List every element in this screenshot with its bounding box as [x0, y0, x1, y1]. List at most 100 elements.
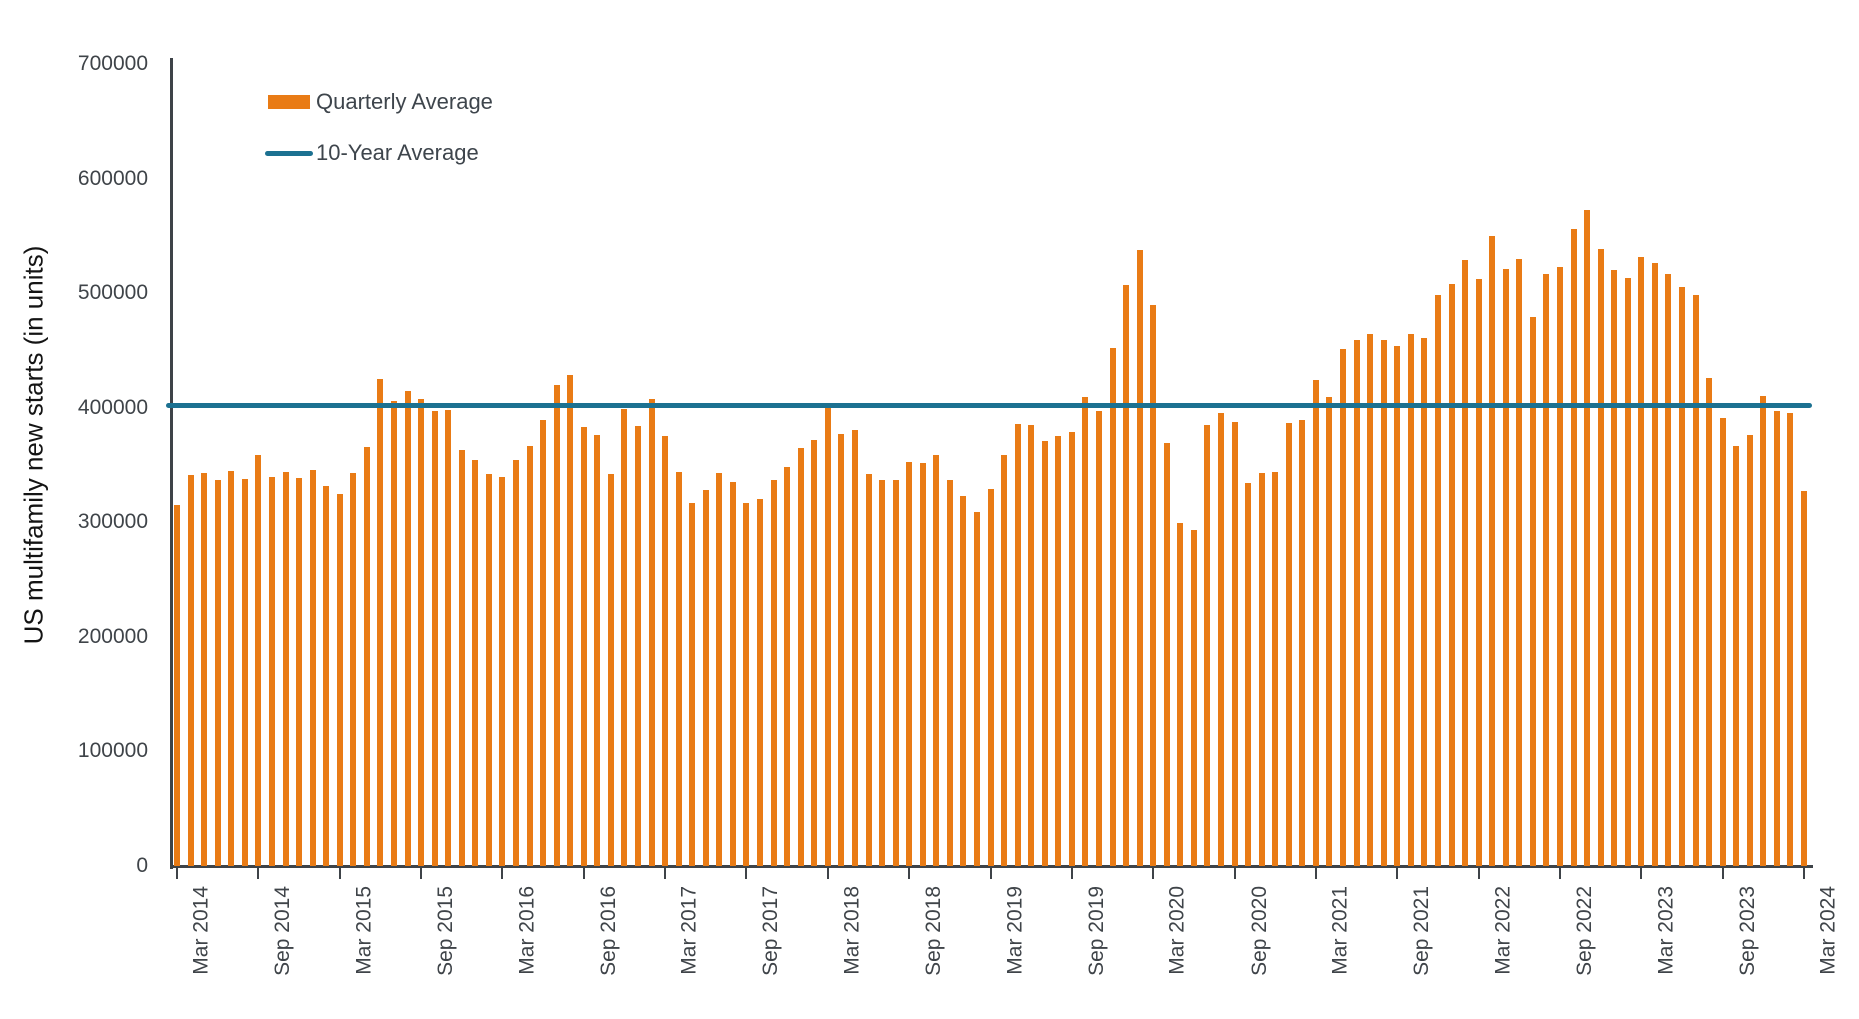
bar [1367, 334, 1374, 866]
x-tick [1314, 868, 1317, 879]
bar [282, 471, 289, 866]
bar [336, 493, 343, 866]
x-tick [338, 868, 341, 879]
x-tick-label: Mar 2021 [1328, 886, 1352, 975]
bar [1190, 530, 1197, 866]
bar [1448, 284, 1455, 866]
bar [662, 436, 669, 866]
bar [1706, 377, 1713, 866]
x-tick-label: Sep 2023 [1735, 886, 1759, 976]
bar [485, 474, 492, 866]
x-tick-label: Sep 2015 [434, 886, 457, 976]
bar [1218, 413, 1224, 866]
bar [1014, 423, 1021, 866]
bar [268, 476, 275, 866]
bar [526, 445, 533, 866]
bar [1041, 440, 1048, 866]
bar [621, 408, 628, 866]
bar [1529, 317, 1536, 866]
bar [1136, 249, 1143, 866]
bar [689, 502, 696, 866]
legend-label: Quarterly Average [316, 89, 493, 114]
x-tick-label: Mar 2016 [515, 886, 539, 975]
bar [1489, 235, 1496, 866]
y-tick-label: 500000 [77, 281, 148, 305]
x-axis-line [170, 865, 1813, 868]
bar [187, 475, 194, 866]
x-tick [1477, 868, 1480, 879]
x-tick-label: Sep 2014 [271, 886, 295, 976]
bar [702, 490, 709, 866]
bar [1543, 273, 1550, 866]
y-tick-label: 300000 [77, 510, 148, 534]
x-tick-label: Mar 2022 [1491, 886, 1515, 975]
bar [1380, 340, 1387, 866]
x-tick-label: Sep 2021 [1410, 886, 1434, 976]
bar [933, 454, 940, 866]
x-tick-label: Sep 2017 [759, 886, 783, 976]
bar [445, 410, 452, 866]
bar [255, 454, 262, 866]
bar [1177, 523, 1184, 866]
bar [851, 429, 858, 866]
bar [1340, 349, 1346, 866]
x-tick [1152, 868, 1155, 879]
bar [404, 390, 411, 866]
bar [1285, 422, 1292, 866]
x-tick [826, 868, 829, 879]
bar [323, 485, 330, 866]
x-tick [1640, 868, 1643, 879]
bar [309, 469, 316, 866]
bar [770, 479, 777, 866]
bar [390, 400, 397, 866]
x-tick [1070, 868, 1073, 879]
bar [1150, 304, 1157, 866]
y-tick-label: 400000 [77, 395, 148, 419]
bar [1597, 248, 1604, 866]
bar [228, 470, 235, 866]
bar [838, 434, 845, 866]
bar [1028, 424, 1035, 866]
bar [757, 499, 763, 866]
bar [1570, 229, 1577, 866]
bar [946, 479, 953, 866]
bar [1516, 258, 1523, 866]
bar [811, 439, 818, 866]
bar [1719, 418, 1726, 866]
y-tick-label: 200000 [77, 624, 148, 648]
bar [1760, 396, 1767, 866]
bar [1421, 337, 1428, 866]
bar [1258, 473, 1265, 866]
bar [865, 474, 872, 866]
bar [635, 426, 641, 866]
bar [1245, 483, 1252, 866]
x-tick-label: Sep 2016 [596, 886, 620, 976]
bar [241, 478, 248, 866]
x-tick [908, 868, 911, 879]
bar [1665, 273, 1672, 866]
bar [201, 473, 208, 866]
bar [377, 379, 384, 866]
bar [1678, 287, 1685, 866]
bar [1638, 256, 1645, 866]
x-tick [420, 868, 422, 879]
bar [350, 473, 357, 866]
bar [1773, 411, 1780, 866]
bar [594, 435, 601, 866]
bar [1434, 295, 1441, 866]
bar [1109, 348, 1116, 866]
x-tick-label: Mar 2018 [840, 886, 864, 975]
x-tick [1396, 868, 1399, 879]
bar [1001, 454, 1007, 866]
bar [987, 489, 994, 866]
x-tick-label: Sep 2019 [1084, 886, 1108, 976]
bar [1082, 397, 1089, 866]
x-tick-label: Mar 2024 [1817, 886, 1840, 975]
x-tick-label: Mar 2019 [1003, 886, 1027, 975]
bar [1068, 431, 1075, 866]
x-tick [1721, 868, 1724, 879]
bar [716, 473, 723, 866]
bar [174, 505, 180, 866]
bar [648, 398, 655, 866]
x-tick [176, 868, 178, 879]
